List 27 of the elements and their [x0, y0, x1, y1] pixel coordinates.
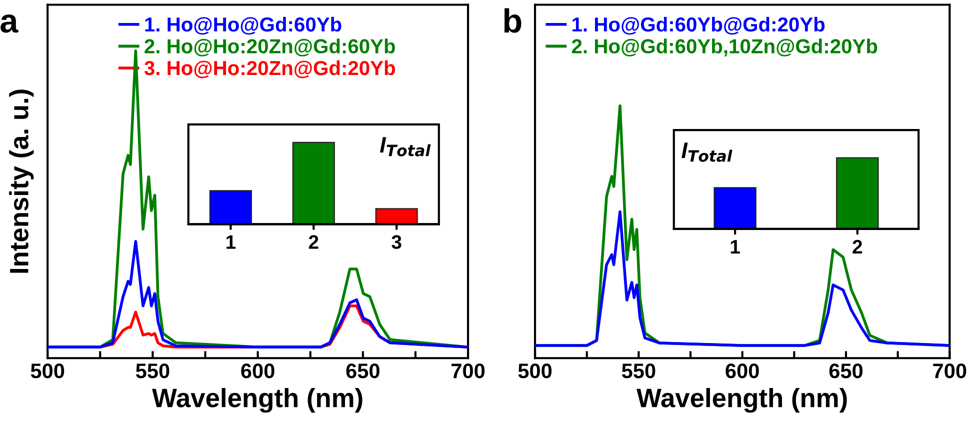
x-tick-label: 500 — [518, 364, 552, 378]
chart-title: b — [504, 8, 522, 33]
x-tick-label: 650 — [346, 364, 380, 378]
x-tick-label: 600 — [241, 364, 274, 378]
chart-title: I$_{Total}$ — [380, 137, 431, 156]
x-tick-label: 550 — [136, 364, 170, 378]
x-tick-label: 2 — [308, 235, 318, 249]
x-tick-label: 2 — [852, 240, 862, 254]
x-tick-label: 1 — [226, 235, 236, 249]
x-tick-label: 600 — [726, 364, 759, 378]
y-axis-title: Intensity (a. u.) — [9, 90, 34, 273]
x-tick-label: 550 — [622, 364, 656, 378]
x-tick-label: 1 — [730, 240, 740, 254]
legend-label: 3. Ho@Ho:20Zn@Gd:20Yb — [144, 60, 395, 78]
legend-label: 1. Ho@Gd:60Yb@Gd:20Yb — [572, 16, 825, 35]
x-axis-title: Wavelength (nm) — [152, 388, 362, 413]
x-tick-label: 650 — [829, 364, 863, 378]
x-tick-label: 3 — [392, 235, 402, 249]
chart-title: a — [0, 14, 18, 33]
legend-label: 2. Ho@Ho:20Zn@Gd:60Yb — [144, 38, 395, 56]
legend-label: 1. Ho@Ho@Gd:60Yb — [145, 16, 342, 35]
x-tick-label: 700 — [933, 364, 966, 378]
x-tick-label: 500 — [30, 364, 64, 378]
legend-label: 2. Ho@Gd:60Yb,10Zn@Gd:20Yb — [572, 38, 878, 56]
chart-title: I$_{Total}$ — [682, 142, 732, 162]
x-axis-title: Wavelength (nm) — [636, 388, 847, 413]
x-tick-label: 700 — [452, 364, 485, 378]
